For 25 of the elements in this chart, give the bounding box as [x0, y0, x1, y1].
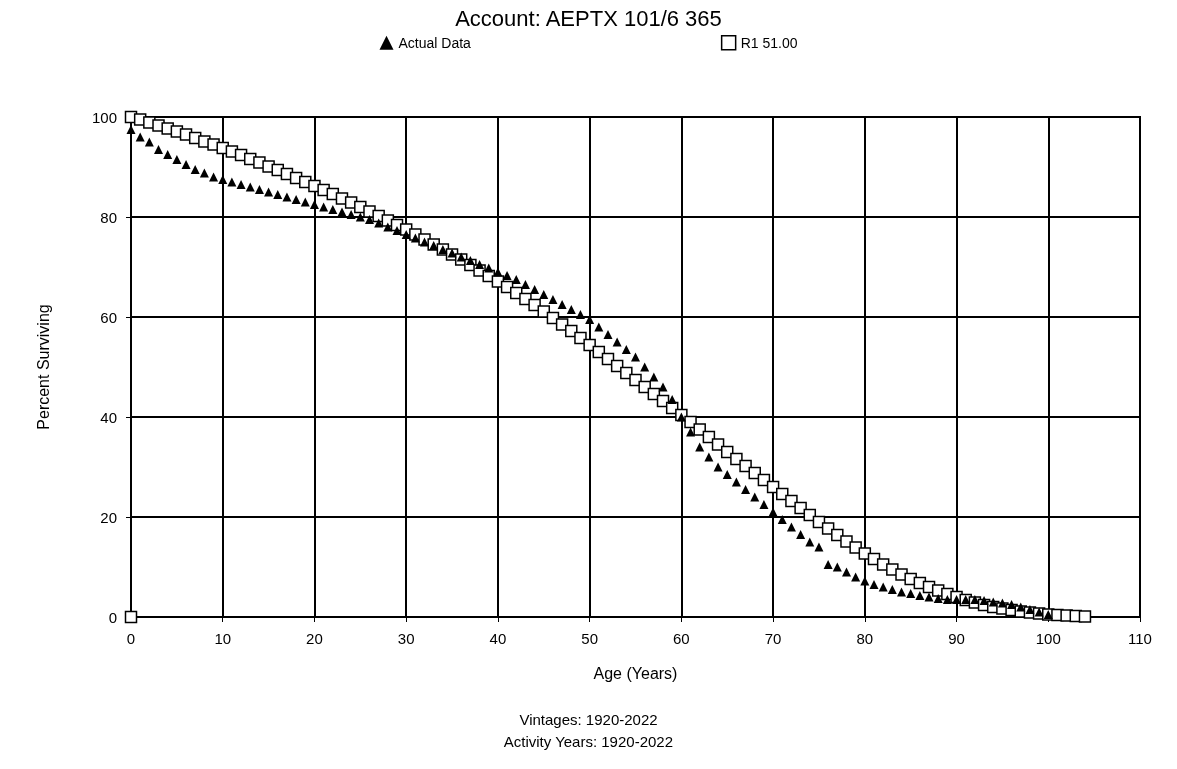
- y-tick-label: 40: [100, 408, 117, 426]
- x-tick-label: 110: [1128, 630, 1152, 647]
- x-tick-label: 40: [489, 630, 507, 647]
- y-tick-label: 60: [100, 308, 117, 326]
- x-tick-label: 70: [764, 630, 782, 647]
- text: Activity Years: 1920-2022: [503, 733, 674, 750]
- x-tick-label: 90: [948, 630, 965, 647]
- x-tick-label: 80: [856, 630, 874, 647]
- legend-label: Actual Data: [398, 34, 472, 51]
- x-tick-label: 30: [397, 630, 415, 647]
- x-tick-label: 100: [1035, 630, 1061, 647]
- chart-title: Account: AEPTX 101/6 365: [455, 5, 722, 31]
- x-tick-label: 0: [126, 630, 136, 647]
- y-tick-label: 20: [100, 508, 117, 526]
- x-tick-label: 60: [673, 630, 690, 647]
- x-tick-label: 50: [581, 630, 598, 647]
- y-axis-title: Percent Surviving: [34, 304, 52, 430]
- text: Vintages: 1920-2022: [519, 711, 658, 728]
- legend-label: R1 51.00: [740, 34, 798, 51]
- y-tick-label: 100: [91, 108, 117, 126]
- y-tick-label: 0: [108, 608, 117, 626]
- x-axis-title: Age (Years): [593, 664, 678, 682]
- x-tick-label: 10: [214, 630, 232, 647]
- x-tick-label: 20: [306, 630, 323, 647]
- y-tick-label: 80: [100, 208, 117, 226]
